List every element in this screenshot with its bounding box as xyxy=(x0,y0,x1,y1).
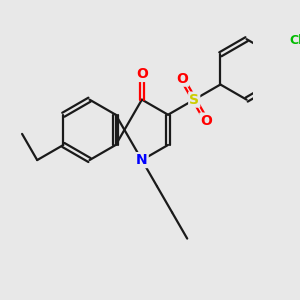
Text: O: O xyxy=(200,114,212,128)
Text: N: N xyxy=(136,153,148,167)
Text: Cl: Cl xyxy=(290,34,300,47)
Text: O: O xyxy=(136,67,148,81)
Text: O: O xyxy=(176,72,188,86)
Text: S: S xyxy=(189,93,199,106)
